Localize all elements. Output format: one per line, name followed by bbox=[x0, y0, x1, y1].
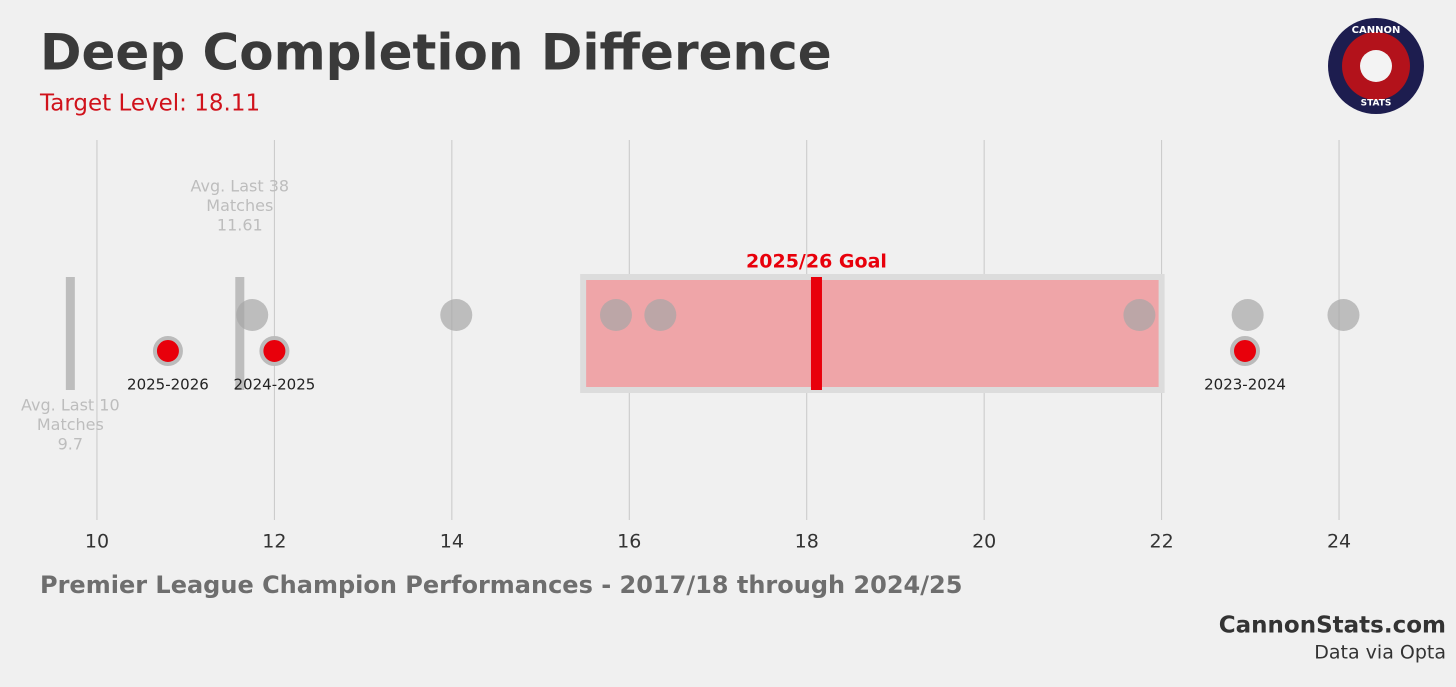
champion-point bbox=[1327, 299, 1360, 331]
season-label: 2024-2025 bbox=[234, 376, 316, 394]
champion-point bbox=[236, 299, 269, 331]
logo-center bbox=[1360, 50, 1392, 82]
target-band bbox=[580, 274, 1165, 393]
x-tick-label: 12 bbox=[262, 531, 286, 553]
average-bar bbox=[65, 277, 75, 390]
champion-point bbox=[644, 299, 677, 331]
x-tick-label: 18 bbox=[795, 531, 819, 553]
source-note: Data via Opta bbox=[1314, 642, 1446, 664]
champion-point bbox=[1231, 299, 1264, 331]
average-value: 9.7 bbox=[58, 435, 83, 454]
season-point bbox=[259, 336, 290, 366]
logo: CANNON STATS bbox=[1328, 18, 1424, 114]
season-point bbox=[1229, 336, 1260, 366]
average-label: Avg. Last 10 bbox=[21, 396, 120, 415]
x-tick-label: 16 bbox=[617, 531, 641, 553]
season-label: 2023-2024 bbox=[1204, 376, 1286, 394]
average-label: Matches bbox=[37, 415, 104, 434]
x-tick-label: 10 bbox=[85, 531, 109, 553]
goal-bar bbox=[810, 277, 822, 390]
chart-subtitle: Target Level: 18.11 bbox=[39, 91, 260, 117]
x-tick-label: 24 bbox=[1327, 531, 1351, 553]
season-point bbox=[152, 336, 183, 366]
champion-point bbox=[440, 299, 473, 331]
season-label: 2025-2026 bbox=[127, 376, 209, 394]
logo-text: CANNON bbox=[1352, 25, 1401, 36]
average-label: Matches bbox=[206, 196, 273, 215]
source-site: CannonStats.com bbox=[1219, 613, 1446, 639]
x-tick-label: 20 bbox=[972, 531, 996, 553]
goal-label: 2025/26 Goal bbox=[746, 251, 887, 273]
champion-point bbox=[599, 299, 632, 331]
average-value: 11.61 bbox=[217, 216, 263, 235]
average-bar bbox=[235, 277, 245, 390]
chart-title: Deep Completion Difference bbox=[40, 24, 832, 82]
champion-point bbox=[1123, 299, 1156, 331]
logo-text: STATS bbox=[1361, 99, 1392, 109]
x-tick-label: 14 bbox=[440, 531, 464, 553]
average-label: Avg. Last 38 bbox=[191, 177, 290, 196]
x-axis-label: Premier League Champion Performances - 2… bbox=[40, 571, 962, 599]
x-tick-label: 22 bbox=[1150, 531, 1174, 553]
